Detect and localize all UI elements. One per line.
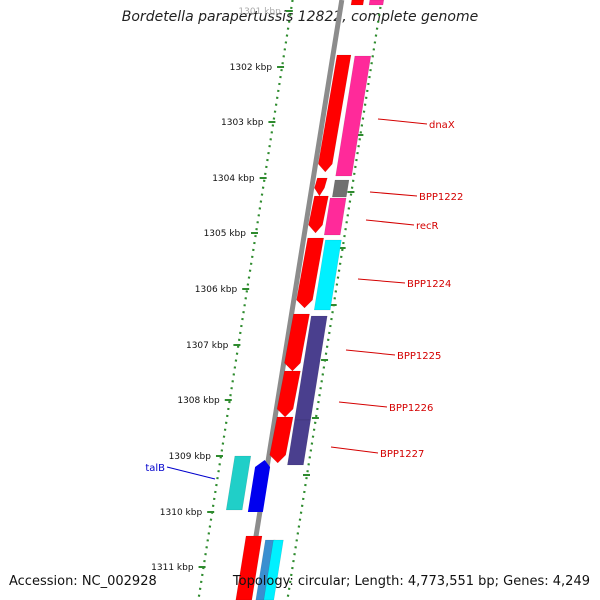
gene-label-bpp1226: BPP1226 <box>389 403 433 414</box>
ruler-label: 1304 kbp <box>212 174 255 184</box>
label-leader-line <box>345 349 396 356</box>
accession-text: Accession: NC_002928 <box>9 574 157 589</box>
cds-feature <box>350 0 365 6</box>
cds-feature <box>308 195 329 234</box>
gene-feature-recR <box>323 197 347 236</box>
map-title: Bordetella parapertussis 12822, complete… <box>121 9 479 25</box>
ruler-dotted-line <box>197 0 294 600</box>
gene-feature <box>263 539 284 600</box>
cds-feature <box>269 416 294 464</box>
cds-feature <box>314 177 328 197</box>
label-leader-line <box>365 219 415 226</box>
ruler-label: 1308 kbp <box>177 396 220 406</box>
ruler-label: 1307 kbp <box>186 341 229 351</box>
ruler-label: 1305 kbp <box>204 229 247 239</box>
gene-feature <box>368 0 385 6</box>
gene-feature-bpp1224 <box>313 239 342 311</box>
gene-feature-bpp1227 <box>287 419 311 466</box>
ruler-label: 1310 kbp <box>160 508 203 518</box>
gene-label-bpp1225: BPP1225 <box>397 351 441 362</box>
gene-label-recr: recR <box>416 221 439 232</box>
ruler-label: 1306 kbp <box>195 285 238 295</box>
label-leader-line <box>369 191 418 197</box>
ruler-label: 1309 kbp <box>169 452 212 462</box>
label-leader-line <box>166 466 216 480</box>
gene-label-talb: talB <box>145 463 165 474</box>
gene-feature <box>255 539 276 600</box>
gene-label-dnax: dnaX <box>429 120 455 131</box>
gene-feature-blue <box>247 460 271 512</box>
topology-text: Topology: circular; Length: 4,773,551 bp… <box>232 574 590 589</box>
label-leader-line <box>377 118 428 125</box>
ruler-label: 1303 kbp <box>221 118 264 128</box>
gene-label-bpp1227: BPP1227 <box>380 449 424 460</box>
ruler-label: 1301 kbp <box>238 7 281 17</box>
cds-feature <box>235 535 263 600</box>
cds-feature <box>284 313 310 372</box>
label-leader-line <box>357 278 406 284</box>
cds-feature <box>296 237 325 309</box>
ruler-label: 1302 kbp <box>230 63 273 73</box>
gene-label-bpp1222: BPP1222 <box>419 192 463 203</box>
cds-feature <box>276 370 301 418</box>
label-leader-line <box>330 446 379 454</box>
gene-feature-dnaX <box>335 55 372 177</box>
cds-feature <box>318 54 352 173</box>
gene-label-bpp1224: BPP1224 <box>407 279 451 290</box>
gene-feature-talB <box>225 455 252 511</box>
label-leader-line <box>338 401 388 408</box>
ruler-label: 1311 kbp <box>151 563 194 573</box>
gene-feature-bpp1222 <box>331 179 350 198</box>
